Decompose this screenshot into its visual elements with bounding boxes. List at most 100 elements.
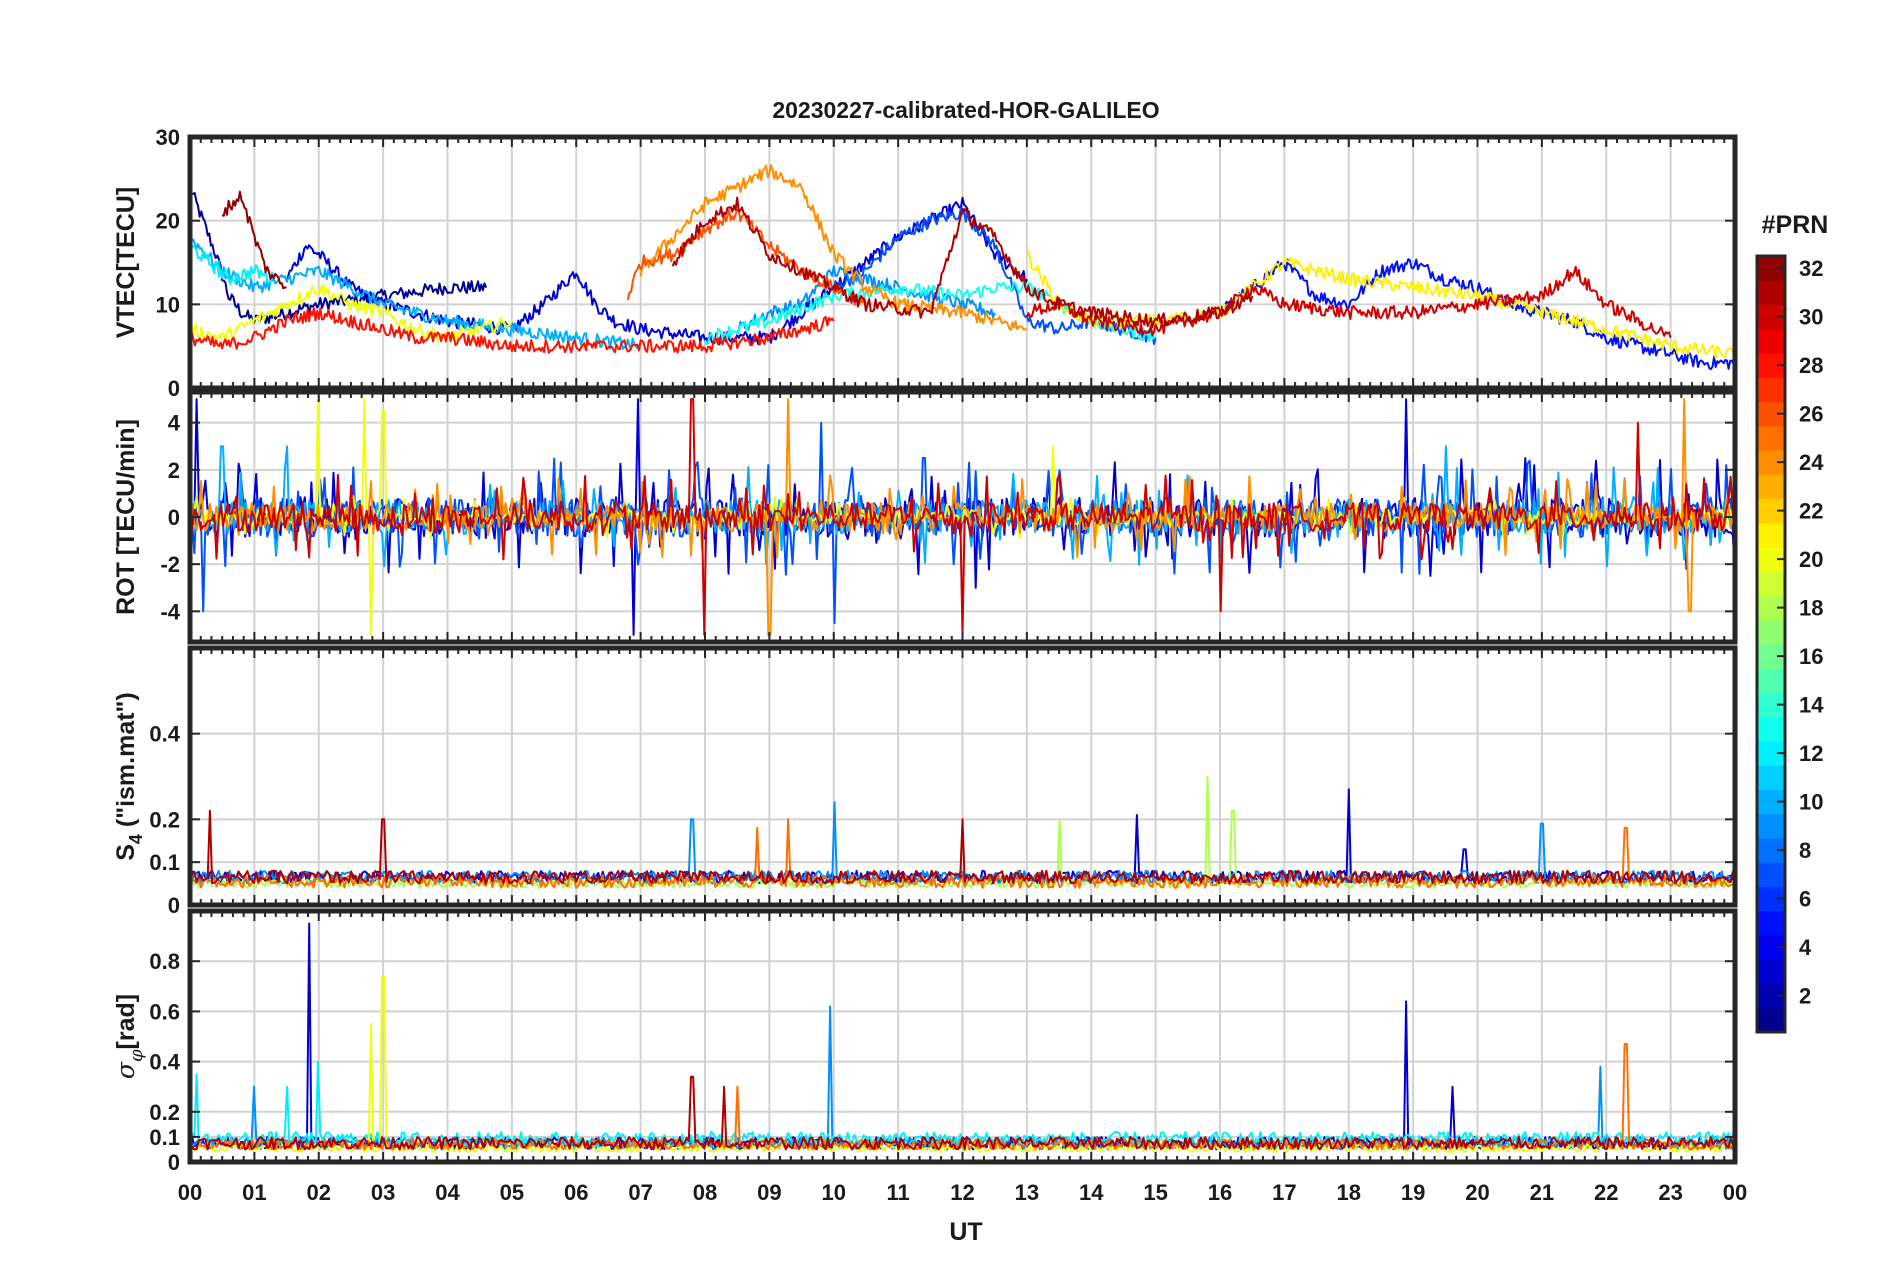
y-tick-label-rot-4: 4 xyxy=(168,411,181,436)
x-tick-label-9: 09 xyxy=(757,1180,781,1205)
series-sigma-prn-25 xyxy=(190,1043,1735,1151)
y-tick-label-sigma-0: 0 xyxy=(168,1150,180,1175)
x-tick-label-2: 02 xyxy=(307,1180,331,1205)
y-tick-label-rot-0: -4 xyxy=(160,599,180,624)
x-tick-label-11: 11 xyxy=(886,1180,909,1205)
series-vtec-prn-20 xyxy=(190,283,513,344)
x-tick-label-7: 07 xyxy=(628,1180,652,1205)
colorbar-tick-label-2: 6 xyxy=(1799,887,1811,912)
colorbar-segment-19 xyxy=(1757,571,1785,597)
series-group-rot xyxy=(190,398,1735,636)
colorbar-tick-label-6: 14 xyxy=(1799,693,1824,718)
x-tick-label-1: 01 xyxy=(242,1180,266,1205)
colorbar-segment-5 xyxy=(1757,910,1785,936)
x-tick-label-15: 15 xyxy=(1143,1180,1167,1205)
y-tick-label-sigma-2: 0.2 xyxy=(149,1100,180,1125)
y-tick-label-vtec-0: 0 xyxy=(168,376,180,401)
x-tick-label-12: 12 xyxy=(950,1180,974,1205)
series-group-s4 xyxy=(190,775,1735,889)
y-tick-label-vtec-2: 20 xyxy=(156,209,180,234)
series-vtec-prn-1 xyxy=(190,184,488,325)
series-s4-prn-31 xyxy=(190,809,1735,885)
x-tick-label-4: 04 xyxy=(435,1180,460,1205)
series-vtec-prn-10 xyxy=(190,234,641,351)
x-tick-label-8: 08 xyxy=(693,1180,717,1205)
x-tick-label-13: 13 xyxy=(1015,1180,1039,1205)
colorbar-segment-9 xyxy=(1757,813,1785,839)
series-vtec-prn-24 xyxy=(639,164,1028,331)
y-tick-label-vtec-3: 30 xyxy=(156,125,180,150)
y-axis-label-vtec: VTEC[TECU] xyxy=(112,187,140,338)
colorbar-segment-1 xyxy=(1757,1007,1785,1033)
colorbar-segment-21 xyxy=(1757,522,1785,548)
colorbar-segment-29 xyxy=(1757,328,1785,354)
panel-sigma: 00.10.2 0.4 0.6 0.8σφ[rad] xyxy=(111,908,1738,1175)
colorbar-tick-label-9: 20 xyxy=(1799,547,1823,572)
panel-rot: -4 -2 0 2 4 ROT [TECU/min] xyxy=(112,389,1738,645)
colorbar-tick-label-14: 30 xyxy=(1799,305,1823,330)
colorbar-tick-label-7: 16 xyxy=(1799,644,1823,669)
y-tick-label-sigma-5: 0.8 xyxy=(149,949,180,974)
colorbar-segment-7 xyxy=(1757,862,1785,888)
series-vtec-prn-32 xyxy=(221,190,287,290)
x-tick-label-24: 00 xyxy=(1723,1180,1747,1205)
colorbar-tick-label-3: 8 xyxy=(1799,838,1811,863)
series-vtec-prn-5 xyxy=(1219,258,1735,371)
x-axis-label: UT xyxy=(949,1218,982,1246)
y-tick-label-s4-2: 0.2 xyxy=(149,807,180,832)
x-tick-label-14: 14 xyxy=(1079,1180,1104,1205)
x-tick-label-23: 23 xyxy=(1658,1180,1682,1205)
x-minor-ticks-rot xyxy=(189,392,1736,642)
y-tick-label-s4-1: 0.1 xyxy=(149,850,180,875)
series-vtec-prn-12 xyxy=(190,241,275,285)
y-tick-label-sigma-4: 0.6 xyxy=(149,999,180,1024)
colorbar-segment-25 xyxy=(1757,425,1785,451)
y-tick-label-sigma-3: 0.4 xyxy=(149,1050,180,1075)
x-tick-label-18: 18 xyxy=(1337,1180,1361,1205)
colorbar-tick-label-11: 24 xyxy=(1799,450,1824,475)
colorbar-segment-31 xyxy=(1757,280,1785,306)
colorbar-segment-27 xyxy=(1757,377,1785,403)
colorbar-segment-11 xyxy=(1757,765,1785,791)
colorbar-tick-label-0: 2 xyxy=(1799,984,1811,1009)
y-tick-label-rot-2: 0 xyxy=(168,505,180,530)
panel-s4: 0 0.1 0.2 0.4S4 ("ism.mat") xyxy=(112,645,1738,918)
y-tick-label-s4-0: 0 xyxy=(168,893,180,918)
x-tick-label-20: 20 xyxy=(1465,1180,1489,1205)
colorbar-tick-label-13: 28 xyxy=(1799,353,1823,378)
series-group-sigma xyxy=(190,922,1735,1153)
x-minor-ticks-vtec xyxy=(189,137,1736,388)
y-tick-label-vtec-1: 10 xyxy=(156,292,180,317)
x-tick-label-16: 16 xyxy=(1208,1180,1232,1205)
chart-title: 20230227-calibrated-HOR-GALILEO xyxy=(772,97,1159,123)
x-tick-label-5: 05 xyxy=(500,1180,524,1205)
colorbar-tick-label-5: 12 xyxy=(1799,741,1823,766)
colorbar-frame xyxy=(1755,254,1787,1034)
colorbar-segment-17 xyxy=(1757,619,1785,645)
colorbar-segment-23 xyxy=(1757,474,1785,500)
colorbar-segment-3 xyxy=(1757,959,1785,985)
series-vtec-prn-28 xyxy=(190,307,835,354)
x-tick-label-10: 10 xyxy=(822,1180,846,1205)
x-minor-ticks-s4 xyxy=(189,648,1736,905)
colorbar-tick-label-15: 32 xyxy=(1799,256,1823,281)
x-tick-label-3: 03 xyxy=(371,1180,395,1205)
colorbar-segment-15 xyxy=(1757,668,1785,694)
y-tick-label-rot-1: -2 xyxy=(160,552,180,577)
colorbar-tick-label-8: 18 xyxy=(1799,596,1823,621)
colorbar-tick-label-4: 10 xyxy=(1799,790,1823,815)
y-tick-label-sigma-1: 0.1 xyxy=(149,1125,180,1150)
x-tick-label-17: 17 xyxy=(1272,1180,1296,1205)
series-sigma-prn-31 xyxy=(190,1075,1735,1151)
panel-vtec: 0 10 20 30 VTEC[TECU] xyxy=(112,125,1738,401)
y-tick-label-rot-3: 2 xyxy=(168,458,180,483)
x-tick-label-0: 00 xyxy=(178,1180,202,1205)
y-axis-label-rot: ROT [TECU/min] xyxy=(112,419,140,615)
colorbar-label: #PRN xyxy=(1762,211,1829,239)
x-tick-label-19: 19 xyxy=(1401,1180,1425,1205)
x-tick-label-22: 22 xyxy=(1594,1180,1618,1205)
colorbar-segment-13 xyxy=(1757,716,1785,742)
